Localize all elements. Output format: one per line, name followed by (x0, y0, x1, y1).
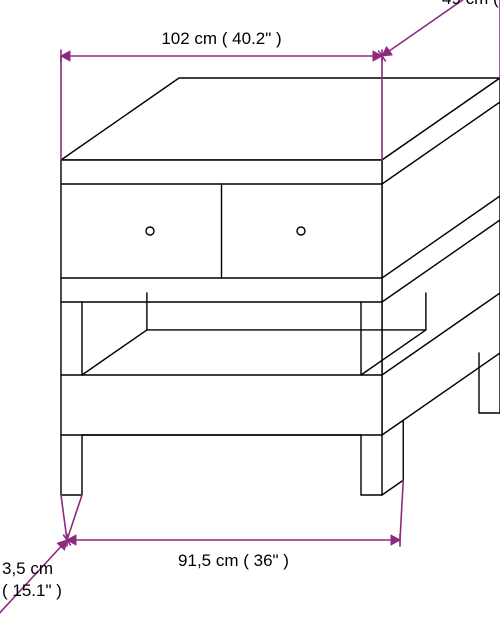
dim-bottom-depth-l2: ( 15.1" ) (2, 581, 62, 600)
dim-top-depth: 49 cm ( (442, 0, 499, 8)
dim-bottom-inner: 91,5 cm ( 36" ) (178, 551, 289, 570)
dim-bottom-depth-l1: 3,5 cm (2, 559, 53, 578)
dim-top-width: 102 cm ( 40.2" ) (161, 29, 281, 48)
furniture-outline (61, 78, 500, 495)
